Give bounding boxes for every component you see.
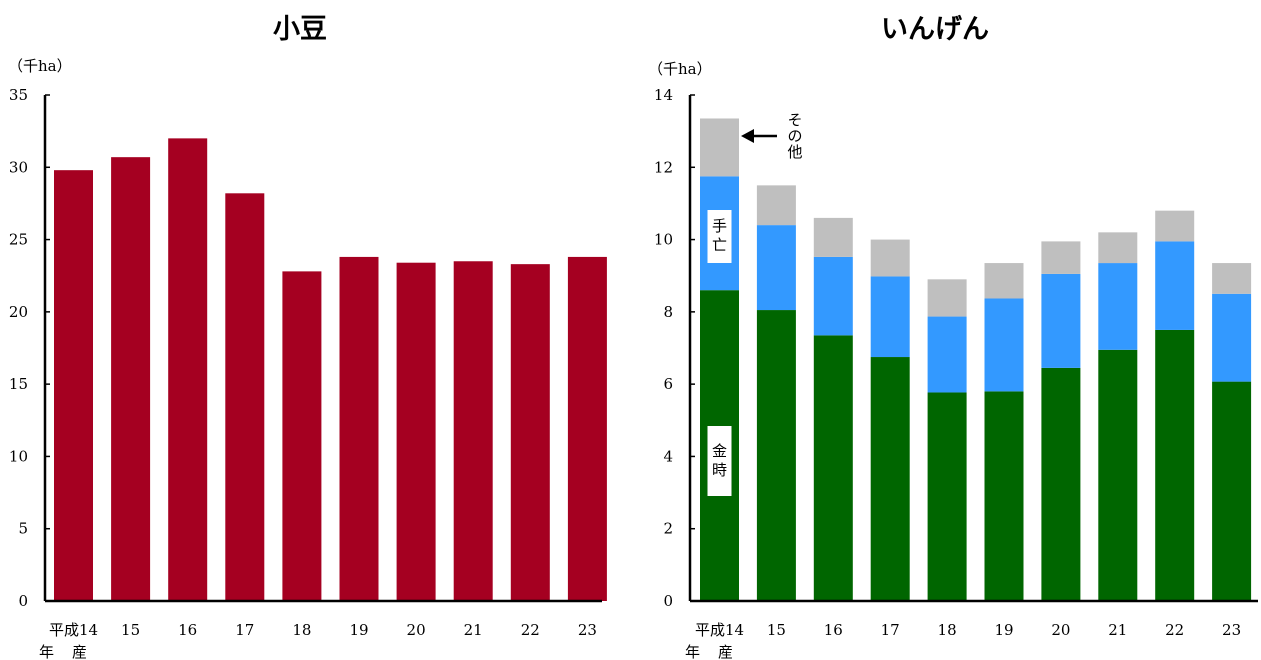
azuki-bar [397, 263, 436, 601]
ingen-bar-segment-0 [928, 392, 967, 601]
x-tick-label: 平成14 [49, 621, 98, 639]
azuki-chart: 小豆 （千ha） 0 5 10 15 20 25 30 35 平成14 15 16 17 18 19 20 2… [8, 14, 607, 660]
ingen-bar-segment-1 [757, 225, 796, 310]
ingen-bar-segment-2 [928, 279, 967, 316]
azuki-chart-title: 小豆 [273, 14, 327, 45]
y-tick-label: 0 [18, 592, 28, 610]
y-tick-label: 4 [663, 447, 673, 465]
x-tick-label: 22 [1165, 621, 1184, 639]
kintoki-label: 金時 [712, 442, 727, 479]
ingen-bar-segment-0 [985, 391, 1024, 601]
ingen-chart-title: いんげん [881, 14, 989, 45]
azuki-bar [282, 271, 321, 601]
ingen-bar-segment-1 [1098, 263, 1137, 350]
ingen-bar-segment-0 [1155, 330, 1194, 601]
y-tick-label: 30 [9, 158, 28, 176]
x-tick-label: 16 [178, 621, 197, 639]
x-tick-label: 15 [121, 621, 140, 639]
y-tick-label: 0 [663, 592, 673, 610]
ingen-bar-segment-2 [1155, 211, 1194, 242]
ingen-bar-segment-2 [814, 218, 853, 257]
azuki-bar [568, 257, 607, 601]
x-suffix-year: 年 [39, 643, 54, 660]
ingen-bar-segment-0 [757, 310, 796, 601]
y-tick-label: 8 [663, 303, 673, 321]
x-tick-label: 23 [578, 621, 597, 639]
ingen-y-unit: （千ha） [648, 60, 712, 78]
x-tick-label: 19 [994, 621, 1013, 639]
x-suffix-year: 年 [685, 643, 700, 660]
x-tick-label: 22 [521, 621, 540, 639]
x-suffix-production: 産 [72, 643, 87, 660]
y-tick-label: 20 [9, 303, 28, 321]
ingen-bar-segment-2 [871, 240, 910, 277]
azuki-bar [54, 170, 93, 601]
ingen-bar-segment-2 [985, 263, 1024, 298]
x-tick-label: 15 [767, 621, 786, 639]
y-tick-label: 6 [663, 375, 673, 393]
ingen-bar-segment-2 [757, 185, 796, 225]
x-tick-label: 21 [464, 621, 483, 639]
y-tick-label: 2 [663, 520, 673, 538]
ingen-bar-segment-0 [1098, 350, 1137, 601]
ingen-bar-segment-2 [700, 118, 739, 176]
ingen-bar-segment-2 [1041, 241, 1080, 274]
ingen-chart: いんげん （千ha） 0 2 4 6 8 10 12 14 平成14 15 16 17 18 19 20 21… [648, 14, 1258, 660]
ingen-bar-segment-1 [1041, 274, 1080, 368]
y-tick-label: 5 [18, 520, 28, 538]
azuki-bar [454, 261, 493, 601]
ingen-bar-segment-1 [1212, 294, 1251, 382]
azuki-y-unit: （千ha） [8, 57, 72, 75]
y-tick-label: 35 [9, 86, 28, 104]
ingen-bar-segment-1 [928, 317, 967, 393]
x-tick-label: 23 [1222, 621, 1241, 639]
ingen-bar-segment-0 [871, 357, 910, 601]
ingen-bar-segment-2 [1098, 232, 1137, 263]
x-tick-label: 平成14 [695, 621, 744, 639]
ingen-bar-segment-0 [814, 335, 853, 601]
ingen-bar-segment-0 [1041, 368, 1080, 601]
y-tick-label: 10 [654, 231, 673, 249]
ingen-bar-segment-1 [814, 257, 853, 335]
x-tick-label: 16 [824, 621, 843, 639]
ingen-bar-segment-1 [871, 276, 910, 357]
sonota-label: その他 [787, 111, 802, 161]
x-suffix-production: 産 [718, 643, 733, 660]
y-tick-label: 25 [9, 231, 28, 249]
azuki-bar [225, 193, 264, 601]
azuki-bar [168, 138, 207, 601]
y-tick-label: 14 [654, 86, 673, 104]
x-tick-label: 18 [938, 621, 957, 639]
arrow-head-icon [741, 129, 754, 143]
y-tick-label: 10 [9, 447, 28, 465]
tebou-label: 手亡 [712, 217, 727, 254]
ingen-bar-segment-0 [1212, 382, 1251, 601]
x-tick-label: 17 [881, 621, 900, 639]
ingen-bar-segment-1 [985, 298, 1024, 391]
azuki-bar [111, 157, 150, 601]
x-tick-label: 18 [292, 621, 311, 639]
y-tick-label: 15 [9, 375, 28, 393]
x-tick-label: 21 [1108, 621, 1127, 639]
x-tick-label: 19 [349, 621, 368, 639]
y-tick-label: 12 [654, 158, 673, 176]
azuki-bar [511, 264, 550, 601]
x-tick-label: 20 [1051, 621, 1070, 639]
x-tick-label: 20 [407, 621, 426, 639]
azuki-bar [340, 257, 379, 601]
ingen-bar-segment-2 [1212, 263, 1251, 294]
x-tick-label: 17 [235, 621, 254, 639]
ingen-bar-segment-1 [1155, 241, 1194, 330]
